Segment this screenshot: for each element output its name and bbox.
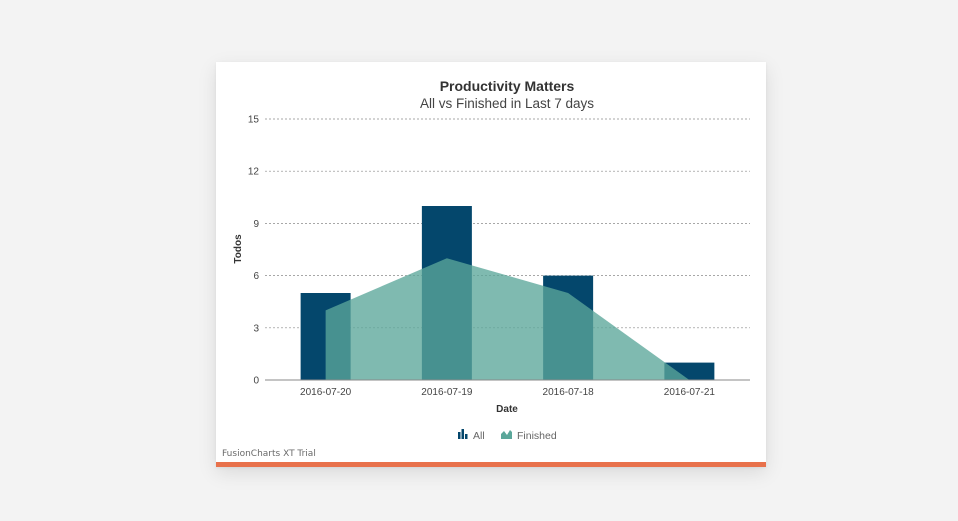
y-axis-title: Todos xyxy=(233,234,244,264)
x-tick-label: 2016-07-19 xyxy=(421,387,473,398)
y-tick-label: 3 xyxy=(253,323,259,334)
x-tick-label: 2016-07-18 xyxy=(543,387,595,398)
x-axis-ticks: 2016-07-20 2016-07-19 2016-07-18 2016-07-21 xyxy=(300,387,715,398)
y-axis-ticks: 0 3 6 9 12 15 xyxy=(248,115,260,387)
x-tick-label: 2016-07-21 xyxy=(664,387,716,398)
trial-watermark-text: FusionCharts XT Trial xyxy=(222,449,316,459)
y-tick-label: 6 xyxy=(253,271,259,282)
chart-card: Productivity Matters All vs Finished in … xyxy=(216,62,766,467)
x-axis-title: Date xyxy=(496,404,518,415)
area-finished xyxy=(325,258,690,380)
chart-title: Productivity Matters xyxy=(440,78,575,94)
legend-item-all[interactable]: All xyxy=(458,429,485,442)
legend-item-finished[interactable]: Finished xyxy=(501,430,557,442)
finished-series-area xyxy=(325,258,690,380)
chart-canvas: Productivity Matters All vs Finished in … xyxy=(222,78,750,459)
area-chart-icon xyxy=(501,430,512,439)
legend: All Finished xyxy=(458,429,557,442)
x-tick-label: 2016-07-20 xyxy=(300,387,352,398)
y-tick-label: 0 xyxy=(253,376,259,387)
card-accent-bar xyxy=(216,462,766,467)
y-tick-label: 9 xyxy=(253,219,259,230)
chart-subtitle: All vs Finished in Last 7 days xyxy=(420,96,594,111)
y-tick-label: 15 xyxy=(248,115,260,126)
column-chart-icon xyxy=(458,429,468,439)
y-tick-label: 12 xyxy=(248,167,260,178)
legend-label-finished: Finished xyxy=(517,430,557,442)
legend-label-all: All xyxy=(473,430,485,442)
